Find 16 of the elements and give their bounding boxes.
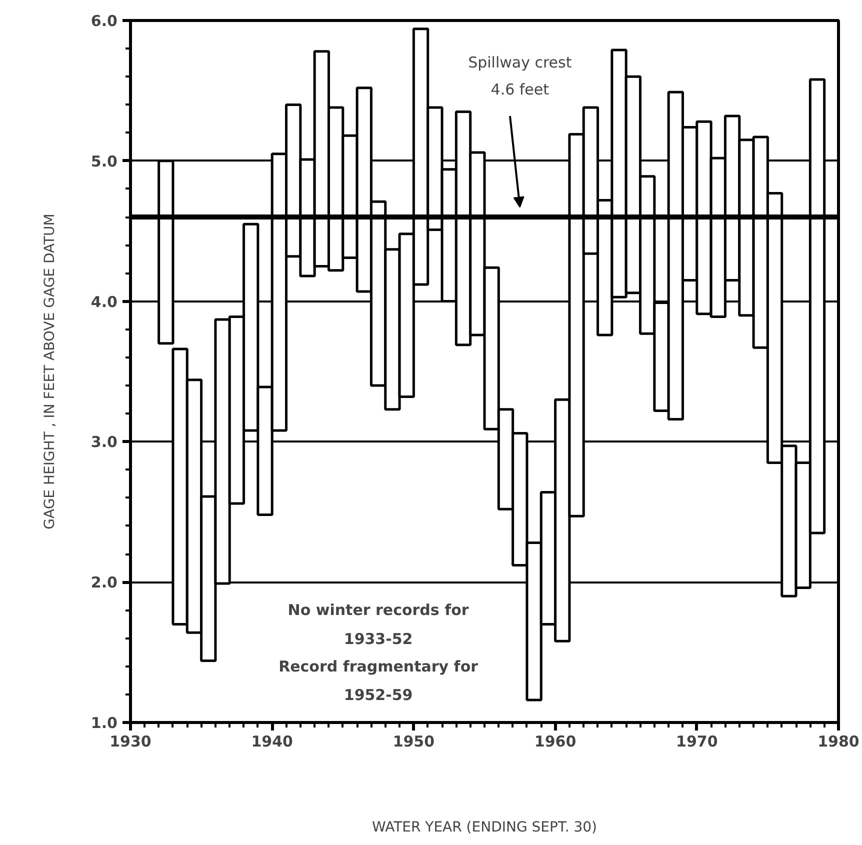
y-tick-label: 1.0 (90, 714, 118, 732)
annotation: No winter records for 1933-52 Record fragmentary for 1952-59 (278, 601, 479, 704)
x-tick-label: 1980 (818, 732, 860, 750)
y-tick-label: 3.0 (90, 433, 118, 452)
x-axis-title: WATER YEAR (ENDING SEPT. 30) (372, 820, 597, 836)
x-tick-label: 1930 (110, 732, 152, 750)
y-axis-title: GAGE HEIGHT , IN FEET ABOVE GAGE DATUM (42, 214, 58, 530)
ref-line-label: Spillway crest 4.6 feet (468, 54, 572, 98)
x-tick-label: 1950 (392, 732, 435, 750)
y-tick-label: 4.0 (90, 292, 118, 311)
x-tick-label: 1960 (534, 732, 576, 750)
x-tick-label: 1940 (251, 732, 293, 750)
x-tick-label: 1970 (676, 732, 718, 750)
y-tick-label: 2.0 (90, 574, 118, 592)
y-tick-label: 6.0 (90, 12, 118, 30)
y-tick-label: 5.0 (90, 152, 118, 170)
